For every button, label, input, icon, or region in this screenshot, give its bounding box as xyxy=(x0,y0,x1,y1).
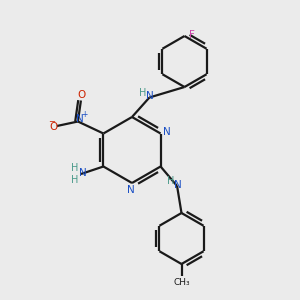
Text: H: H xyxy=(139,88,146,98)
Text: N: N xyxy=(163,127,171,137)
Text: H: H xyxy=(70,175,78,185)
Text: +: + xyxy=(82,110,88,119)
Text: N: N xyxy=(76,114,83,124)
Text: H: H xyxy=(70,163,78,173)
Text: N: N xyxy=(79,168,86,178)
Text: H: H xyxy=(167,176,175,187)
Text: N: N xyxy=(127,184,135,195)
Text: O: O xyxy=(49,122,57,132)
Text: N: N xyxy=(146,91,154,101)
Text: −: − xyxy=(48,117,55,126)
Text: N: N xyxy=(174,179,182,190)
Text: CH₃: CH₃ xyxy=(173,278,190,287)
Text: F: F xyxy=(189,30,195,40)
Text: O: O xyxy=(77,90,85,100)
